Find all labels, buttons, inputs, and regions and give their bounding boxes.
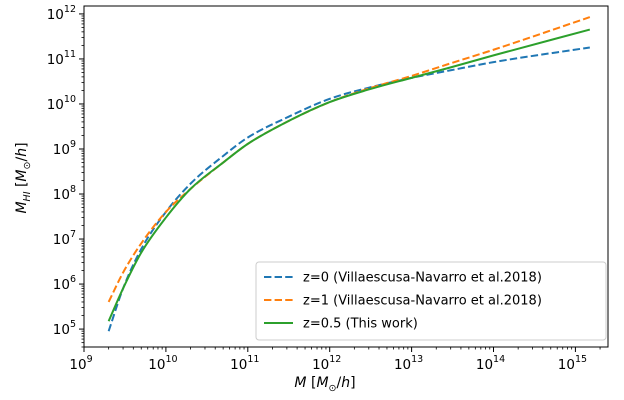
x-axis-label: M [M⊙/h] xyxy=(294,375,355,394)
legend: z=0 (Villaescusa-Navarro et al.2018) z=1 … xyxy=(255,261,607,341)
plot-frame xyxy=(83,5,609,348)
y-tick-label: 1010 xyxy=(47,94,76,113)
plot-area: 109 1010 1011 1012 1013 1014 1015 105 106 107 108 1… xyxy=(47,4,609,373)
y-tick-label: 1011 xyxy=(47,49,76,68)
y-tick-label: 1012 xyxy=(47,4,76,23)
y-tick-label: 106 xyxy=(53,274,76,293)
legend-label-0: z=0 (Villaescusa-Navarro et al.2018) xyxy=(303,271,542,286)
x-tick-label: 1012 xyxy=(312,354,341,373)
x-tick-label: 1014 xyxy=(476,354,505,373)
y-tick-label: 109 xyxy=(53,139,76,158)
x-tick-label: 1013 xyxy=(394,354,423,373)
svg-text:MHI [M⊙/h]: MHI [M⊙/h] xyxy=(14,142,33,213)
legend-label-1: z=1 (Villaescusa-Navarro et al.2018) xyxy=(303,294,542,309)
y-axis-label: MHI [M⊙/h] xyxy=(14,142,33,213)
y-tick-label: 105 xyxy=(53,319,76,338)
svg-text:M [M⊙/h]: M [M⊙/h] xyxy=(294,375,355,394)
series-line-1 xyxy=(107,16,591,303)
y-tick-label: 107 xyxy=(53,229,76,248)
legend-label-2: z=0.5 (This work) xyxy=(303,317,418,332)
x-tick-label: 1015 xyxy=(558,354,587,373)
y-tick-label: 108 xyxy=(53,184,76,203)
series-line-2 xyxy=(107,28,591,322)
legend-box xyxy=(255,261,607,341)
x-tick-label: 109 xyxy=(69,354,92,373)
series-line-0 xyxy=(107,46,590,332)
x-tick-label: 1011 xyxy=(230,354,259,373)
x-tick-label: 1010 xyxy=(148,354,177,373)
